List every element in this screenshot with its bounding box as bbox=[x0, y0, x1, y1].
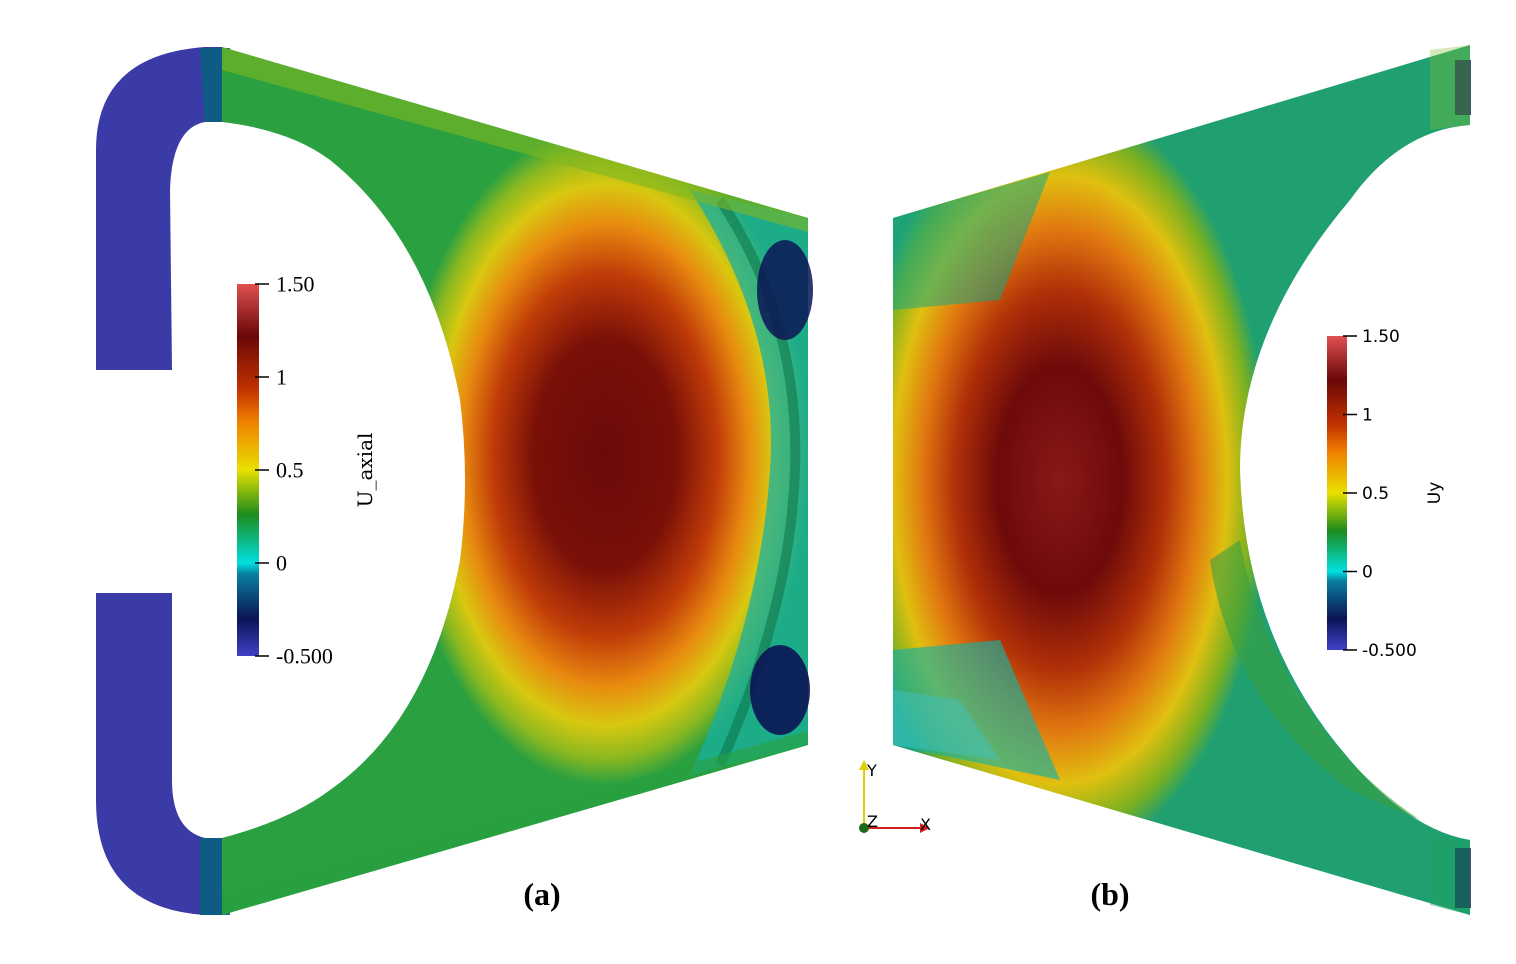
colorbar-tick-label: 0 bbox=[276, 551, 287, 576]
z-axis-dot bbox=[859, 823, 869, 833]
axis-z-label: Z bbox=[867, 812, 878, 831]
colorbar-a-ramp bbox=[237, 284, 259, 656]
colorbar-a: 1.50 1 0.5 0 -0.500 U_axial bbox=[237, 272, 377, 669]
colorbar-a-title: U_axial bbox=[353, 433, 377, 508]
axis-y-label: Y bbox=[866, 761, 877, 780]
colorbar-tick-label: -0.500 bbox=[1362, 641, 1417, 661]
colorbar-tick-label: -0.500 bbox=[276, 644, 333, 669]
colorbar-tick-label: 1 bbox=[276, 365, 287, 390]
colorbar-tick-label: 0.5 bbox=[276, 458, 304, 483]
flow-domain-a bbox=[222, 47, 808, 915]
caption-b: (b) bbox=[1090, 876, 1129, 912]
panel-a bbox=[96, 47, 813, 915]
colorbar-tick-label: 1.50 bbox=[276, 272, 315, 297]
axis-x-label: X bbox=[920, 815, 931, 834]
colorbar-tick-label: 0.5 bbox=[1362, 484, 1389, 504]
outlet-region-a bbox=[96, 593, 222, 915]
orientation-axes: Y Z X bbox=[859, 760, 931, 834]
colorbar-tick-label: 0 bbox=[1362, 562, 1373, 582]
flow-domain-b bbox=[893, 45, 1470, 915]
inlet-region-a bbox=[96, 47, 222, 370]
caption-a: (a) bbox=[523, 876, 560, 912]
colorbar-b-title: Uy bbox=[1425, 482, 1445, 505]
colorbar-b-ramp bbox=[1327, 336, 1347, 650]
colorbar-tick-label: 1.50 bbox=[1362, 327, 1400, 347]
colorbar-tick-label: 1 bbox=[1362, 405, 1373, 425]
colorbar-b: 1.50 1 0.5 0 -0.500 Uy bbox=[1327, 327, 1445, 661]
panel-b bbox=[893, 45, 1471, 915]
